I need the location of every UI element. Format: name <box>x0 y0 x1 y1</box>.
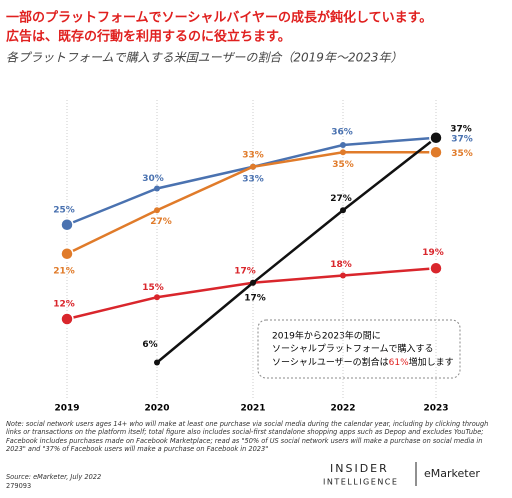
platform-icon <box>429 131 443 145</box>
point <box>340 149 346 156</box>
value-label: 35% <box>332 160 354 170</box>
note: Note: social network users ages 14+ who … <box>6 420 489 454</box>
value-label: 27% <box>150 217 172 227</box>
annotation: ソーシャルプラットフォームで購入する <box>272 343 434 355</box>
annotation: ソーシャルユーザーの割合は <box>272 356 389 368</box>
value-label: 17% <box>244 293 266 303</box>
value-label: 35% <box>451 149 473 159</box>
point <box>154 294 160 301</box>
value-label: 19% <box>422 248 444 258</box>
x-tick-label: 2023 <box>423 404 448 414</box>
point <box>154 359 160 366</box>
point <box>340 272 346 279</box>
subtitle: 各プラットフォームで購入する米国ユーザーの割合（2019年～2023年） <box>6 51 402 65</box>
annotation: 増加します <box>409 356 454 368</box>
value-label: 6% <box>142 340 157 350</box>
value-label: 27% <box>330 194 352 204</box>
platform-icon <box>429 261 443 275</box>
point <box>250 163 256 170</box>
point <box>340 207 346 214</box>
annotation: 2019年から2023年の間に <box>272 330 381 342</box>
value-label: 25% <box>53 205 75 215</box>
platform-icon <box>60 218 74 232</box>
brand-partner: eMarketer <box>424 467 480 480</box>
x-tick-label: 2021 <box>240 404 265 414</box>
platform-icon <box>429 145 443 159</box>
value-label: 37% <box>451 134 473 144</box>
series-line <box>156 136 437 364</box>
point <box>154 185 160 192</box>
point <box>250 279 256 286</box>
x-tick-label: 2019 <box>54 404 79 414</box>
brand: INSIDER <box>330 462 389 475</box>
value-label: 17% <box>234 266 256 276</box>
chart-id: 279093 <box>6 482 31 490</box>
value-label: 33% <box>242 150 264 160</box>
value-label: 30% <box>142 174 164 184</box>
platform-icon <box>60 312 74 326</box>
value-label: 18% <box>330 260 352 270</box>
point <box>154 207 160 214</box>
title-line: 一部のプラットフォームでソーシャルバイヤーの成長が鈍化しています。 <box>6 10 432 26</box>
platform-icon <box>60 247 74 261</box>
annotation-box <box>257 319 461 379</box>
annotation: ソーシャルユーザーの割合は61%増加します <box>272 356 454 368</box>
x-tick-label: 2022 <box>330 404 355 414</box>
value-label: 33% <box>242 174 264 184</box>
x-tick-label: 2020 <box>144 404 169 414</box>
value-label: 36% <box>331 128 353 138</box>
point <box>340 142 346 148</box>
value-label: 21% <box>53 266 75 276</box>
value-label: 15% <box>142 283 164 293</box>
value-label: 37% <box>450 124 472 134</box>
annotation-highlight: 61% <box>389 358 409 368</box>
source: Source: eMarketer, July 2022 <box>6 473 101 481</box>
value-label: 12% <box>53 300 75 310</box>
title-line: 広告は、既存の行動を利用するのに役立ちます。 <box>6 29 291 45</box>
brand: INTELLIGENCE <box>323 478 398 487</box>
